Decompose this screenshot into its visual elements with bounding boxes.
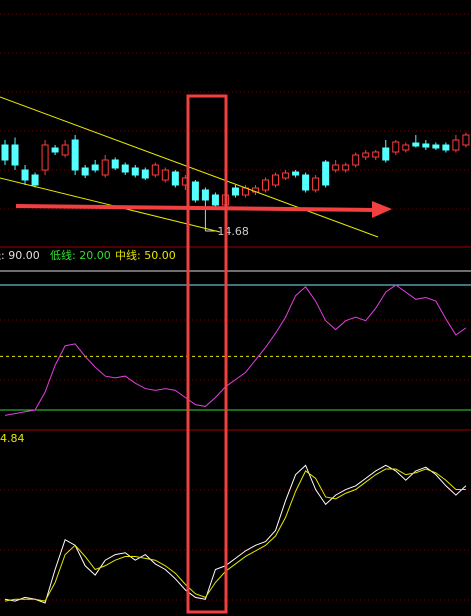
- candle-body: [21, 169, 29, 181]
- candle-body: [272, 174, 280, 186]
- candle-body: [41, 144, 49, 171]
- candle-body: [332, 164, 340, 171]
- candle-body: [302, 174, 310, 191]
- annotation: 14.68: [217, 225, 249, 238]
- candle-body: [372, 151, 380, 158]
- reference-label: 低线: 20.00: [50, 248, 111, 262]
- candle-body: [462, 134, 470, 146]
- indicator-line: [4, 468, 466, 602]
- candle-body: [211, 194, 219, 206]
- candle-body: [282, 172, 290, 179]
- candle-body: [342, 164, 350, 171]
- highlight-box: [186, 94, 228, 614]
- candle-body: [151, 164, 159, 176]
- candle-body: [322, 161, 330, 186]
- candle-body: [91, 164, 99, 171]
- candle-body: [61, 144, 69, 156]
- marks: 14.68 线: 90.00 低线: 20.00 中线: 50.00 4.84: [0, 132, 471, 604]
- candle-body: [171, 171, 179, 186]
- candle-body: [31, 174, 39, 186]
- candle-body: [161, 169, 169, 181]
- background-grid: [0, 13, 471, 601]
- reference-label: 线: 90.00: [0, 248, 40, 262]
- candle-body: [402, 144, 410, 151]
- candle-body: [262, 179, 270, 191]
- candle-body: [442, 144, 450, 151]
- candle-body: [362, 152, 370, 158]
- candle-body: [452, 139, 460, 151]
- candle-body: [111, 159, 119, 169]
- arrow-shaft: [15, 204, 379, 212]
- candle-body: [141, 169, 149, 179]
- candle-body: [422, 143, 430, 148]
- trend-line: [0, 177, 221, 233]
- candle-body: [352, 154, 360, 166]
- candle-body: [392, 141, 400, 153]
- candle-body: [81, 167, 89, 176]
- candle-body: [201, 189, 209, 201]
- indicator-value: 4.84: [0, 432, 25, 445]
- candle-body: [121, 164, 129, 173]
- candle-body: [71, 139, 79, 171]
- candle-body: [382, 147, 390, 161]
- candle-body: [412, 142, 420, 147]
- arrow-head: [372, 201, 392, 218]
- candle-body: [231, 187, 239, 196]
- candle-body: [191, 181, 199, 201]
- candle-body: [11, 144, 19, 166]
- candle-body: [51, 147, 59, 153]
- candle-body: [1, 144, 9, 161]
- indicator-line: [4, 464, 467, 604]
- indicator-line: [4, 284, 467, 416]
- candle-body: [131, 167, 139, 176]
- reference-label: 中线: 50.00: [115, 248, 176, 262]
- candle-body: [292, 171, 300, 176]
- candle-body: [432, 144, 440, 149]
- candle-body: [312, 177, 320, 191]
- candle-body: [101, 159, 109, 176]
